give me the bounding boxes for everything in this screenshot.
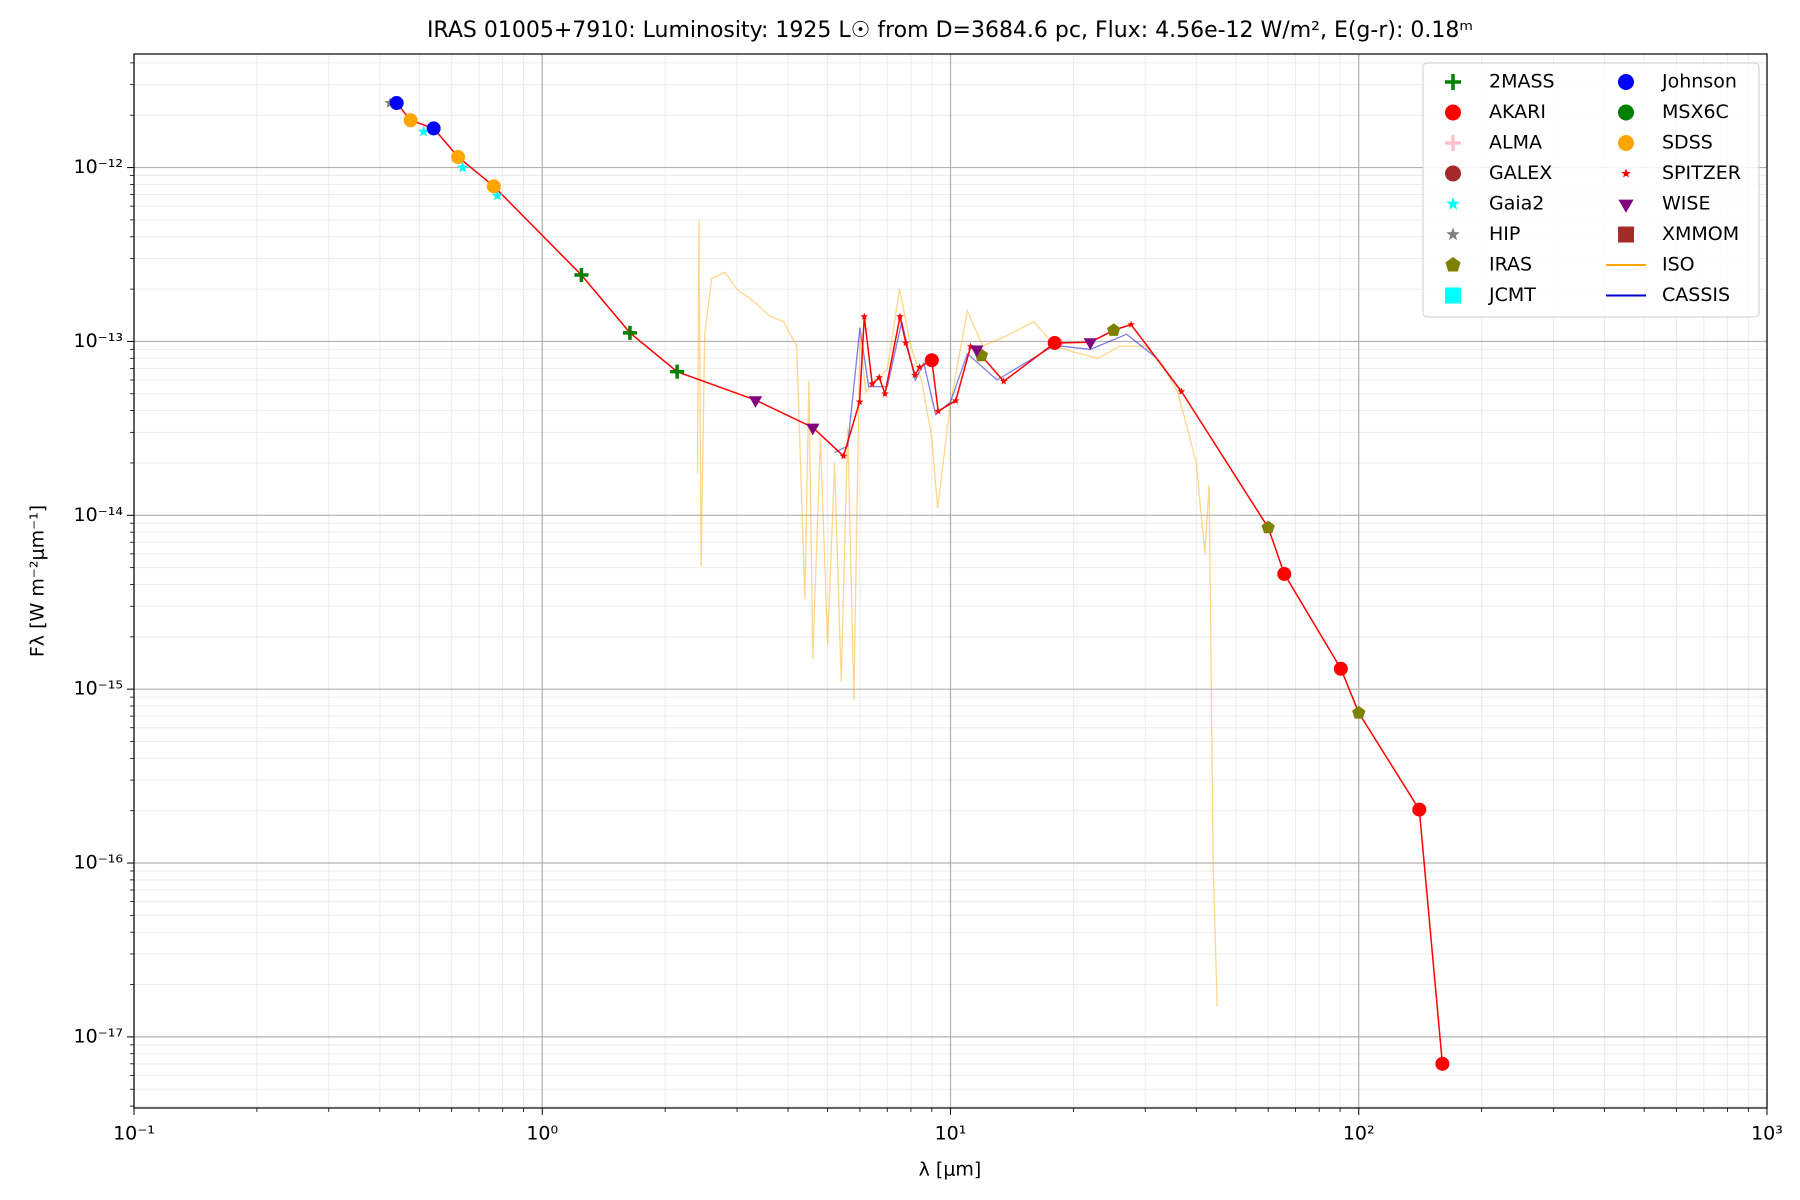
data-point bbox=[806, 423, 820, 436]
axes: 10⁻¹ 10⁰ 10¹ 10² 10³ 10⁻¹⁷ 10⁻¹⁶ 10⁻¹⁵ 10⁻¹⁴ 10⁻¹… bbox=[74, 62, 1783, 1145]
data-point bbox=[574, 268, 589, 283]
data-point bbox=[403, 113, 418, 128]
legend-label: XMMOM bbox=[1662, 223, 1739, 245]
chart-title: IRAS 01005+7910: Luminosity: 1925 L☉ fro… bbox=[427, 18, 1473, 43]
data-point bbox=[915, 363, 924, 371]
x-axis-label: λ [μm] bbox=[919, 1159, 982, 1181]
data-point bbox=[1177, 387, 1186, 395]
legend-swatch bbox=[1445, 165, 1461, 182]
data-point bbox=[860, 312, 869, 320]
legend-label: ALMA bbox=[1489, 132, 1542, 154]
legend-swatch bbox=[1445, 135, 1461, 151]
legend-swatch bbox=[1445, 287, 1461, 304]
legend-label: HIP bbox=[1489, 223, 1520, 245]
y-tick-label: 10⁻¹² bbox=[74, 156, 123, 178]
legend-swatch bbox=[1618, 199, 1634, 213]
data-point bbox=[622, 325, 637, 340]
x-tick-label: 10⁰ bbox=[526, 1123, 558, 1145]
legend-label: IRAS bbox=[1489, 254, 1532, 276]
legend-label: AKARI bbox=[1489, 101, 1546, 123]
legend-swatch bbox=[1618, 135, 1634, 151]
legend-swatch bbox=[1445, 257, 1461, 272]
data-point bbox=[839, 452, 848, 460]
legend-swatch bbox=[1445, 74, 1461, 90]
data-point bbox=[1277, 566, 1292, 581]
data-point bbox=[970, 345, 984, 358]
spectrum-line bbox=[834, 321, 1184, 453]
legend-swatch bbox=[1446, 227, 1460, 241]
data-point bbox=[999, 377, 1008, 385]
legend-box bbox=[1422, 62, 1760, 318]
legend-label: 2MASS bbox=[1489, 71, 1555, 93]
data-point bbox=[1083, 338, 1097, 350]
data-point bbox=[486, 179, 501, 194]
data-point bbox=[902, 339, 910, 347]
legend-label: SDSS bbox=[1662, 132, 1713, 154]
legend-label: CASSIS bbox=[1662, 284, 1730, 306]
legend-swatch bbox=[1621, 168, 1631, 178]
x-tick-label: 10¹ bbox=[935, 1123, 967, 1145]
data-point bbox=[1047, 335, 1062, 350]
y-axis-label: Fλ [W m⁻²μm⁻¹] bbox=[27, 505, 49, 657]
data-point bbox=[748, 396, 763, 408]
data-point bbox=[670, 364, 685, 379]
plot-area bbox=[384, 96, 1450, 1071]
data-point bbox=[881, 389, 889, 397]
data-point bbox=[426, 121, 441, 136]
y-tick-label: 10⁻¹³ bbox=[74, 330, 123, 352]
legend-label: SPITZER bbox=[1662, 162, 1741, 184]
data-point bbox=[924, 353, 939, 368]
legend-swatch bbox=[1445, 104, 1461, 121]
data-point bbox=[868, 379, 876, 388]
legend-label: ISO bbox=[1662, 254, 1695, 276]
y-tick-label: 10⁻¹⁷ bbox=[74, 1025, 123, 1047]
data-point bbox=[417, 125, 430, 137]
data-point bbox=[951, 396, 960, 404]
data-point bbox=[389, 96, 404, 111]
legend-label: WISE bbox=[1662, 193, 1710, 215]
legend-label: MSX6C bbox=[1662, 101, 1729, 123]
data-point bbox=[1107, 323, 1121, 336]
data-point bbox=[855, 397, 864, 406]
y-tick-label: 10⁻¹⁶ bbox=[74, 852, 123, 874]
legend-swatch bbox=[1618, 226, 1634, 243]
x-tick-label: 10⁻¹ bbox=[113, 1123, 155, 1145]
data-point bbox=[1435, 1056, 1450, 1071]
data-point bbox=[1261, 520, 1275, 534]
data-point bbox=[1127, 320, 1135, 328]
legend-swatch bbox=[1446, 197, 1460, 210]
data-point bbox=[456, 161, 469, 173]
x-tick-label: 10² bbox=[1343, 1123, 1375, 1145]
data-point bbox=[875, 373, 883, 381]
data-point bbox=[491, 189, 503, 201]
legend-swatch bbox=[1618, 104, 1634, 121]
legend-label: GALEX bbox=[1489, 162, 1552, 184]
y-tick-label: 10⁻¹⁵ bbox=[74, 678, 123, 700]
data-point bbox=[451, 150, 466, 165]
legend-label: Johnson bbox=[1661, 71, 1737, 93]
data-point bbox=[934, 407, 942, 415]
data-point bbox=[1352, 705, 1366, 719]
legend-label: Gaia2 bbox=[1489, 193, 1544, 215]
legend-label: JCMT bbox=[1488, 284, 1536, 306]
y-tick-label: 10⁻¹⁴ bbox=[74, 504, 124, 526]
data-point bbox=[896, 312, 904, 320]
x-tick-label: 10³ bbox=[1751, 1123, 1783, 1145]
legend: 2MASS AKARI ALMA GALEX Gaia2 HIP IRAS JCMT Johns… bbox=[1422, 62, 1760, 318]
data-point bbox=[1333, 661, 1348, 676]
data-point bbox=[1412, 802, 1427, 817]
legend-swatch bbox=[1618, 74, 1634, 90]
data-point bbox=[911, 371, 919, 379]
